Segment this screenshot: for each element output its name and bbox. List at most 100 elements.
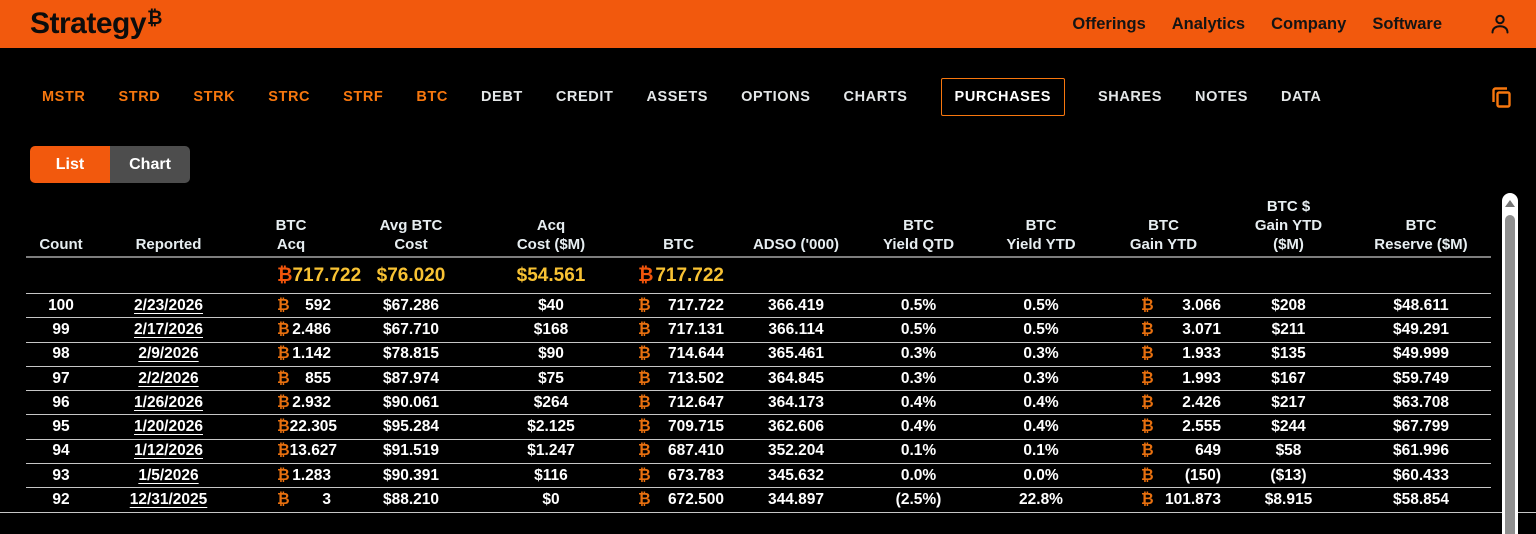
cell-reported: 1/20/2026 xyxy=(96,418,241,436)
tab-charts[interactable]: CHARTS xyxy=(843,89,908,105)
cell-gain-ytd: ₿ 1.933 xyxy=(1101,345,1226,363)
chart-view-button[interactable]: Chart xyxy=(110,146,190,183)
btc-value: 713.502 xyxy=(667,369,724,387)
btc-acq-value: 2.486 xyxy=(292,320,331,338)
column-header-avg-btc-cost: Avg BTC Cost xyxy=(379,217,443,254)
topnav-item-software[interactable]: Software xyxy=(1372,14,1442,33)
cell-count: 94 xyxy=(52,442,70,460)
cell-reported: 2/17/2026 xyxy=(96,321,241,339)
list-view-button[interactable]: List xyxy=(30,146,110,183)
topnav-item-analytics[interactable]: Analytics xyxy=(1171,14,1246,33)
cell-summary-btc-holdings: ₿ 717.722 xyxy=(621,265,736,287)
vertical-scrollbar[interactable] xyxy=(1502,193,1518,534)
cell-reserve: $67.799 xyxy=(1392,418,1450,436)
cell-reported: 1/5/2026 xyxy=(96,467,241,485)
reported-date-link[interactable]: 12/31/2025 xyxy=(129,491,208,509)
cell-reported: 1/26/2026 xyxy=(96,394,241,412)
cell-gain-ytd: ₿ 1.993 xyxy=(1101,370,1226,388)
tab-assets[interactable]: ASSETS xyxy=(646,89,709,105)
cell-gain-ytd: ₿ (150) xyxy=(1101,467,1226,485)
btc-icon: ₿ xyxy=(638,442,651,460)
column-header-btc-acq: BTC Acq xyxy=(275,217,307,254)
cell-btc: ₿ 717.131 xyxy=(621,321,736,339)
btc-value: 712.647 xyxy=(667,393,724,411)
brand-logo-text: Strategy xyxy=(30,7,147,40)
cell-acq-cost: $116 xyxy=(534,466,568,484)
column-header-gain-usd-ytd: BTC $ Gain YTD ($M) xyxy=(1254,198,1323,254)
reported-date-link[interactable]: 2/23/2026 xyxy=(134,296,203,314)
cell-acq-cost: $2.125 xyxy=(527,418,575,436)
btc-acq-value: 13.627 xyxy=(289,442,338,460)
table-body: 100 2/23/2026 ₿ 592 $67.286 $40 ₿ 717.722 366.41… xyxy=(0,293,1536,513)
cell-adso: 344.897 xyxy=(767,491,825,509)
cell-adso: 364.173 xyxy=(767,393,825,411)
reported-date-link[interactable]: 1/12/2026 xyxy=(134,442,203,460)
summary-btc-holdings-value: 717.722 xyxy=(655,264,724,286)
reported-date-link[interactable]: 2/9/2026 xyxy=(138,345,199,363)
btc-value: 709.715 xyxy=(667,418,724,436)
copy-button[interactable] xyxy=(1487,84,1514,111)
tab-strc[interactable]: STRC xyxy=(268,89,311,105)
tab-strf[interactable]: STRF xyxy=(343,89,384,105)
topnav-item-offerings[interactable]: Offerings xyxy=(1072,14,1146,33)
cell-avg-btc-cost: $88.210 xyxy=(382,491,440,509)
reported-date-link[interactable]: 2/17/2026 xyxy=(134,320,203,338)
summary-acq-cost: $54.561 xyxy=(516,264,586,286)
tab-strk[interactable]: STRK xyxy=(193,89,236,105)
column-header-gain-ytd: BTC Gain YTD xyxy=(1129,217,1198,254)
cell-acq-cost: $90 xyxy=(538,345,564,363)
reported-date-link[interactable]: 2/2/2026 xyxy=(138,369,199,387)
tab-notes[interactable]: NOTES xyxy=(1195,89,1248,105)
btc-value: 717.131 xyxy=(667,320,724,338)
cell-gain-usd-ytd: $217 xyxy=(1271,393,1306,411)
tab-purchases[interactable]: PURCHASES xyxy=(940,78,1065,116)
cell-acq-cost: $168 xyxy=(533,320,569,338)
tab-strd[interactable]: STRD xyxy=(118,89,161,105)
tab-debt[interactable]: DEBT xyxy=(480,89,523,105)
reported-date-link[interactable]: 1/5/2026 xyxy=(138,466,199,484)
cell-adso: 352.204 xyxy=(767,442,825,460)
btc-icon: ₿ xyxy=(638,491,651,509)
column-header-acq-cost: Acq Cost ($M) xyxy=(516,217,586,254)
cell-gain-ytd: ₿ 649 xyxy=(1101,442,1226,460)
table-header-row: Count Reported BTC Acq Avg BTC Cost Acq Cost ($… xyxy=(26,197,1491,258)
cell-btc: ₿ 673.783 xyxy=(621,467,736,485)
cell-count: 99 xyxy=(52,320,70,338)
column-header-reserve: BTC Reserve ($M) xyxy=(1374,217,1468,254)
btc-value: 673.783 xyxy=(667,466,724,484)
brand-logo[interactable]: Strategy₿ xyxy=(30,7,163,41)
cell-count: 96 xyxy=(52,393,70,411)
tab-credit[interactable]: CREDIT xyxy=(555,89,614,105)
tab-data[interactable]: DATA xyxy=(1280,89,1322,105)
tab-options[interactable]: OPTIONS xyxy=(741,89,811,105)
btc-icon: ₿ xyxy=(638,466,651,484)
cell-avg-btc-cost: $67.286 xyxy=(382,296,440,314)
column-header-yield-qtd: BTC Yield QTD xyxy=(882,217,955,254)
tab-shares[interactable]: SHARES xyxy=(1098,89,1163,105)
gain-ytd-value: 1.993 xyxy=(1182,369,1221,387)
table-row: 92 12/31/2025 ₿ 3 $88.210 $0 ₿ 672.500 344.897 (2… xyxy=(26,487,1491,511)
btc-value: 717.722 xyxy=(667,296,724,314)
topnav-item-company[interactable]: Company xyxy=(1271,14,1347,33)
cell-btc-acq: ₿ 1.283 xyxy=(241,467,341,485)
cell-reserve: $63.708 xyxy=(1392,393,1450,411)
scroll-up-arrow-icon[interactable] xyxy=(1505,200,1515,207)
cell-reported: 2/9/2026 xyxy=(96,345,241,363)
table-row: 97 2/2/2026 ₿ 855 $87.974 $75 ₿ 713.502 364.845 0… xyxy=(26,365,1491,390)
summary-avg-btc-cost: $76.020 xyxy=(376,264,446,286)
btc-icon: ₿ xyxy=(1141,418,1154,436)
reported-date-link[interactable]: 1/26/2026 xyxy=(134,393,203,411)
scrollbar-thumb[interactable] xyxy=(1505,215,1515,534)
gain-ytd-value: 649 xyxy=(1195,442,1221,460)
purchases-table: Count Reported BTC Acq Avg BTC Cost Acq Cost ($… xyxy=(0,197,1536,513)
tab-mstr[interactable]: MSTR xyxy=(42,89,86,105)
cell-adso: 366.114 xyxy=(768,320,824,338)
cell-btc: ₿ 714.644 xyxy=(621,345,736,363)
cell-summary-btc-acq: ₿ 717.722 xyxy=(241,265,361,287)
btc-icon: ₿ xyxy=(277,442,290,460)
cell-yield-ytd: 0.5% xyxy=(1023,296,1059,314)
btc-icon: ₿ xyxy=(277,418,290,436)
tab-btc[interactable]: BTC xyxy=(416,89,448,105)
reported-date-link[interactable]: 1/20/2026 xyxy=(134,418,203,436)
profile-button[interactable] xyxy=(1488,12,1512,36)
